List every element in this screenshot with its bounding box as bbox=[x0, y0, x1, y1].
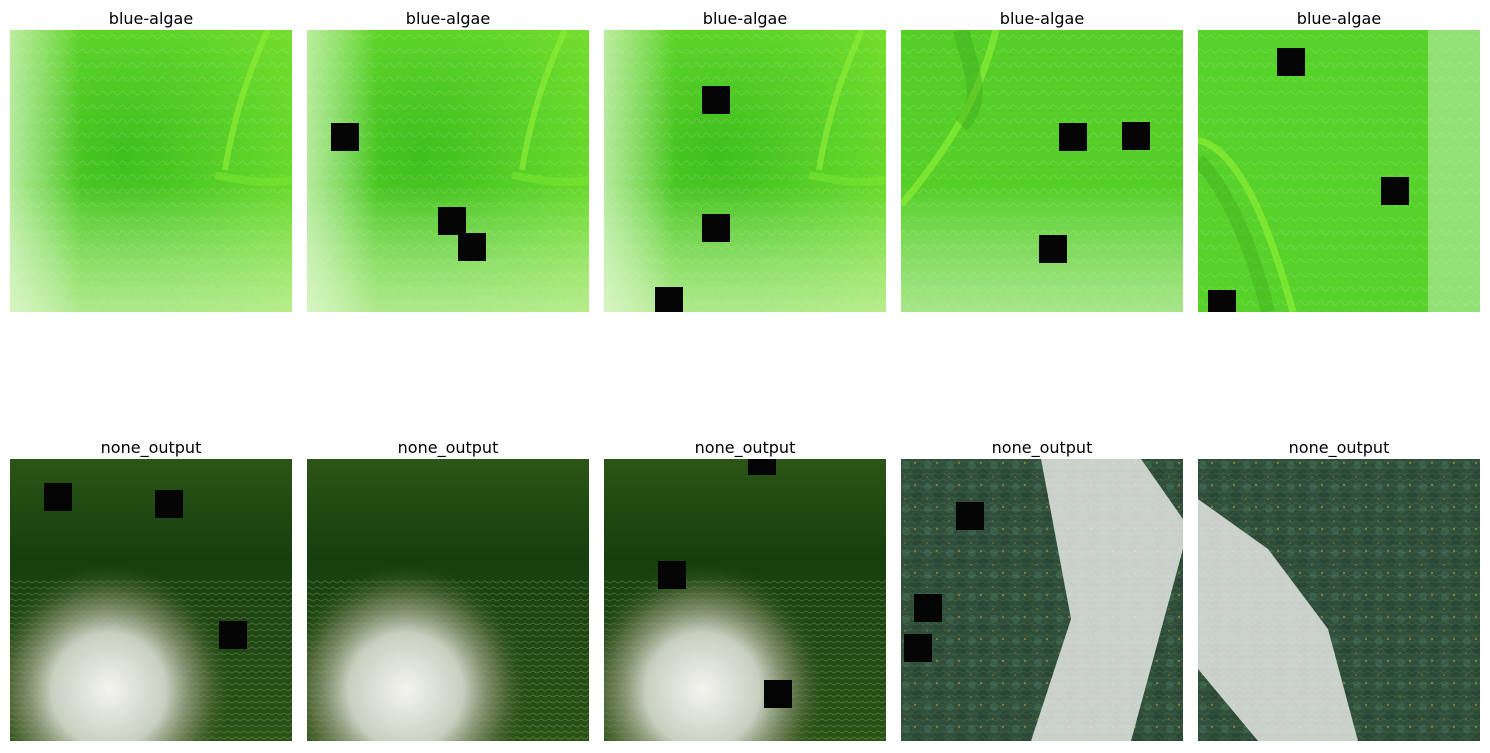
mask-patch bbox=[1039, 235, 1067, 263]
tile-image bbox=[307, 459, 589, 741]
algae-water-image bbox=[604, 30, 886, 312]
mask-patch bbox=[1059, 123, 1087, 151]
mask-patch bbox=[1277, 48, 1305, 76]
mask-patch bbox=[438, 207, 466, 235]
algae-water-image bbox=[1198, 30, 1480, 312]
tile-title: none_output bbox=[694, 438, 796, 457]
tile-image bbox=[10, 30, 292, 312]
mask-patch bbox=[44, 483, 72, 511]
dark-water-image bbox=[307, 459, 589, 741]
tile-title: blue-algae bbox=[1296, 9, 1382, 28]
mask-patch bbox=[458, 233, 486, 261]
mask-patch bbox=[1381, 177, 1409, 205]
mask-patch bbox=[702, 86, 730, 114]
mask-patch bbox=[914, 594, 942, 622]
tile-title: none_output bbox=[397, 438, 499, 457]
mask-patch bbox=[956, 502, 984, 530]
teal-water-image bbox=[901, 459, 1183, 741]
tile-image bbox=[10, 459, 292, 741]
tile-image bbox=[1198, 459, 1480, 741]
tile-image bbox=[1198, 30, 1480, 312]
algae-water-image bbox=[307, 30, 589, 312]
dark-water-image bbox=[10, 459, 292, 741]
tile-title: blue-algae bbox=[999, 9, 1085, 28]
tile-title: none_output bbox=[991, 438, 1093, 457]
mask-patch bbox=[219, 621, 247, 649]
algae-water-image bbox=[10, 30, 292, 312]
mask-patch bbox=[331, 123, 359, 151]
tile-title: none_output bbox=[1288, 438, 1390, 457]
tile-image bbox=[604, 30, 886, 312]
mask-patch bbox=[1122, 122, 1150, 150]
tile-title: blue-algae bbox=[108, 9, 194, 28]
tile-title: blue-algae bbox=[405, 9, 491, 28]
teal-water-image bbox=[1198, 459, 1480, 741]
algae-water-image bbox=[901, 30, 1183, 312]
tile-image bbox=[901, 30, 1183, 312]
mask-patch bbox=[155, 490, 183, 518]
tile-image bbox=[901, 459, 1183, 741]
mask-patch bbox=[1208, 290, 1236, 312]
dark-water-image bbox=[604, 459, 886, 741]
tile-title: none_output bbox=[100, 438, 202, 457]
mask-patch bbox=[655, 287, 683, 312]
tile-title: blue-algae bbox=[702, 9, 788, 28]
tile-image bbox=[604, 459, 886, 741]
mask-patch bbox=[904, 634, 932, 662]
mask-patch bbox=[764, 680, 792, 708]
mask-patch bbox=[658, 561, 686, 589]
mask-patch bbox=[748, 459, 776, 475]
tile-image bbox=[307, 30, 589, 312]
mask-patch bbox=[702, 214, 730, 242]
